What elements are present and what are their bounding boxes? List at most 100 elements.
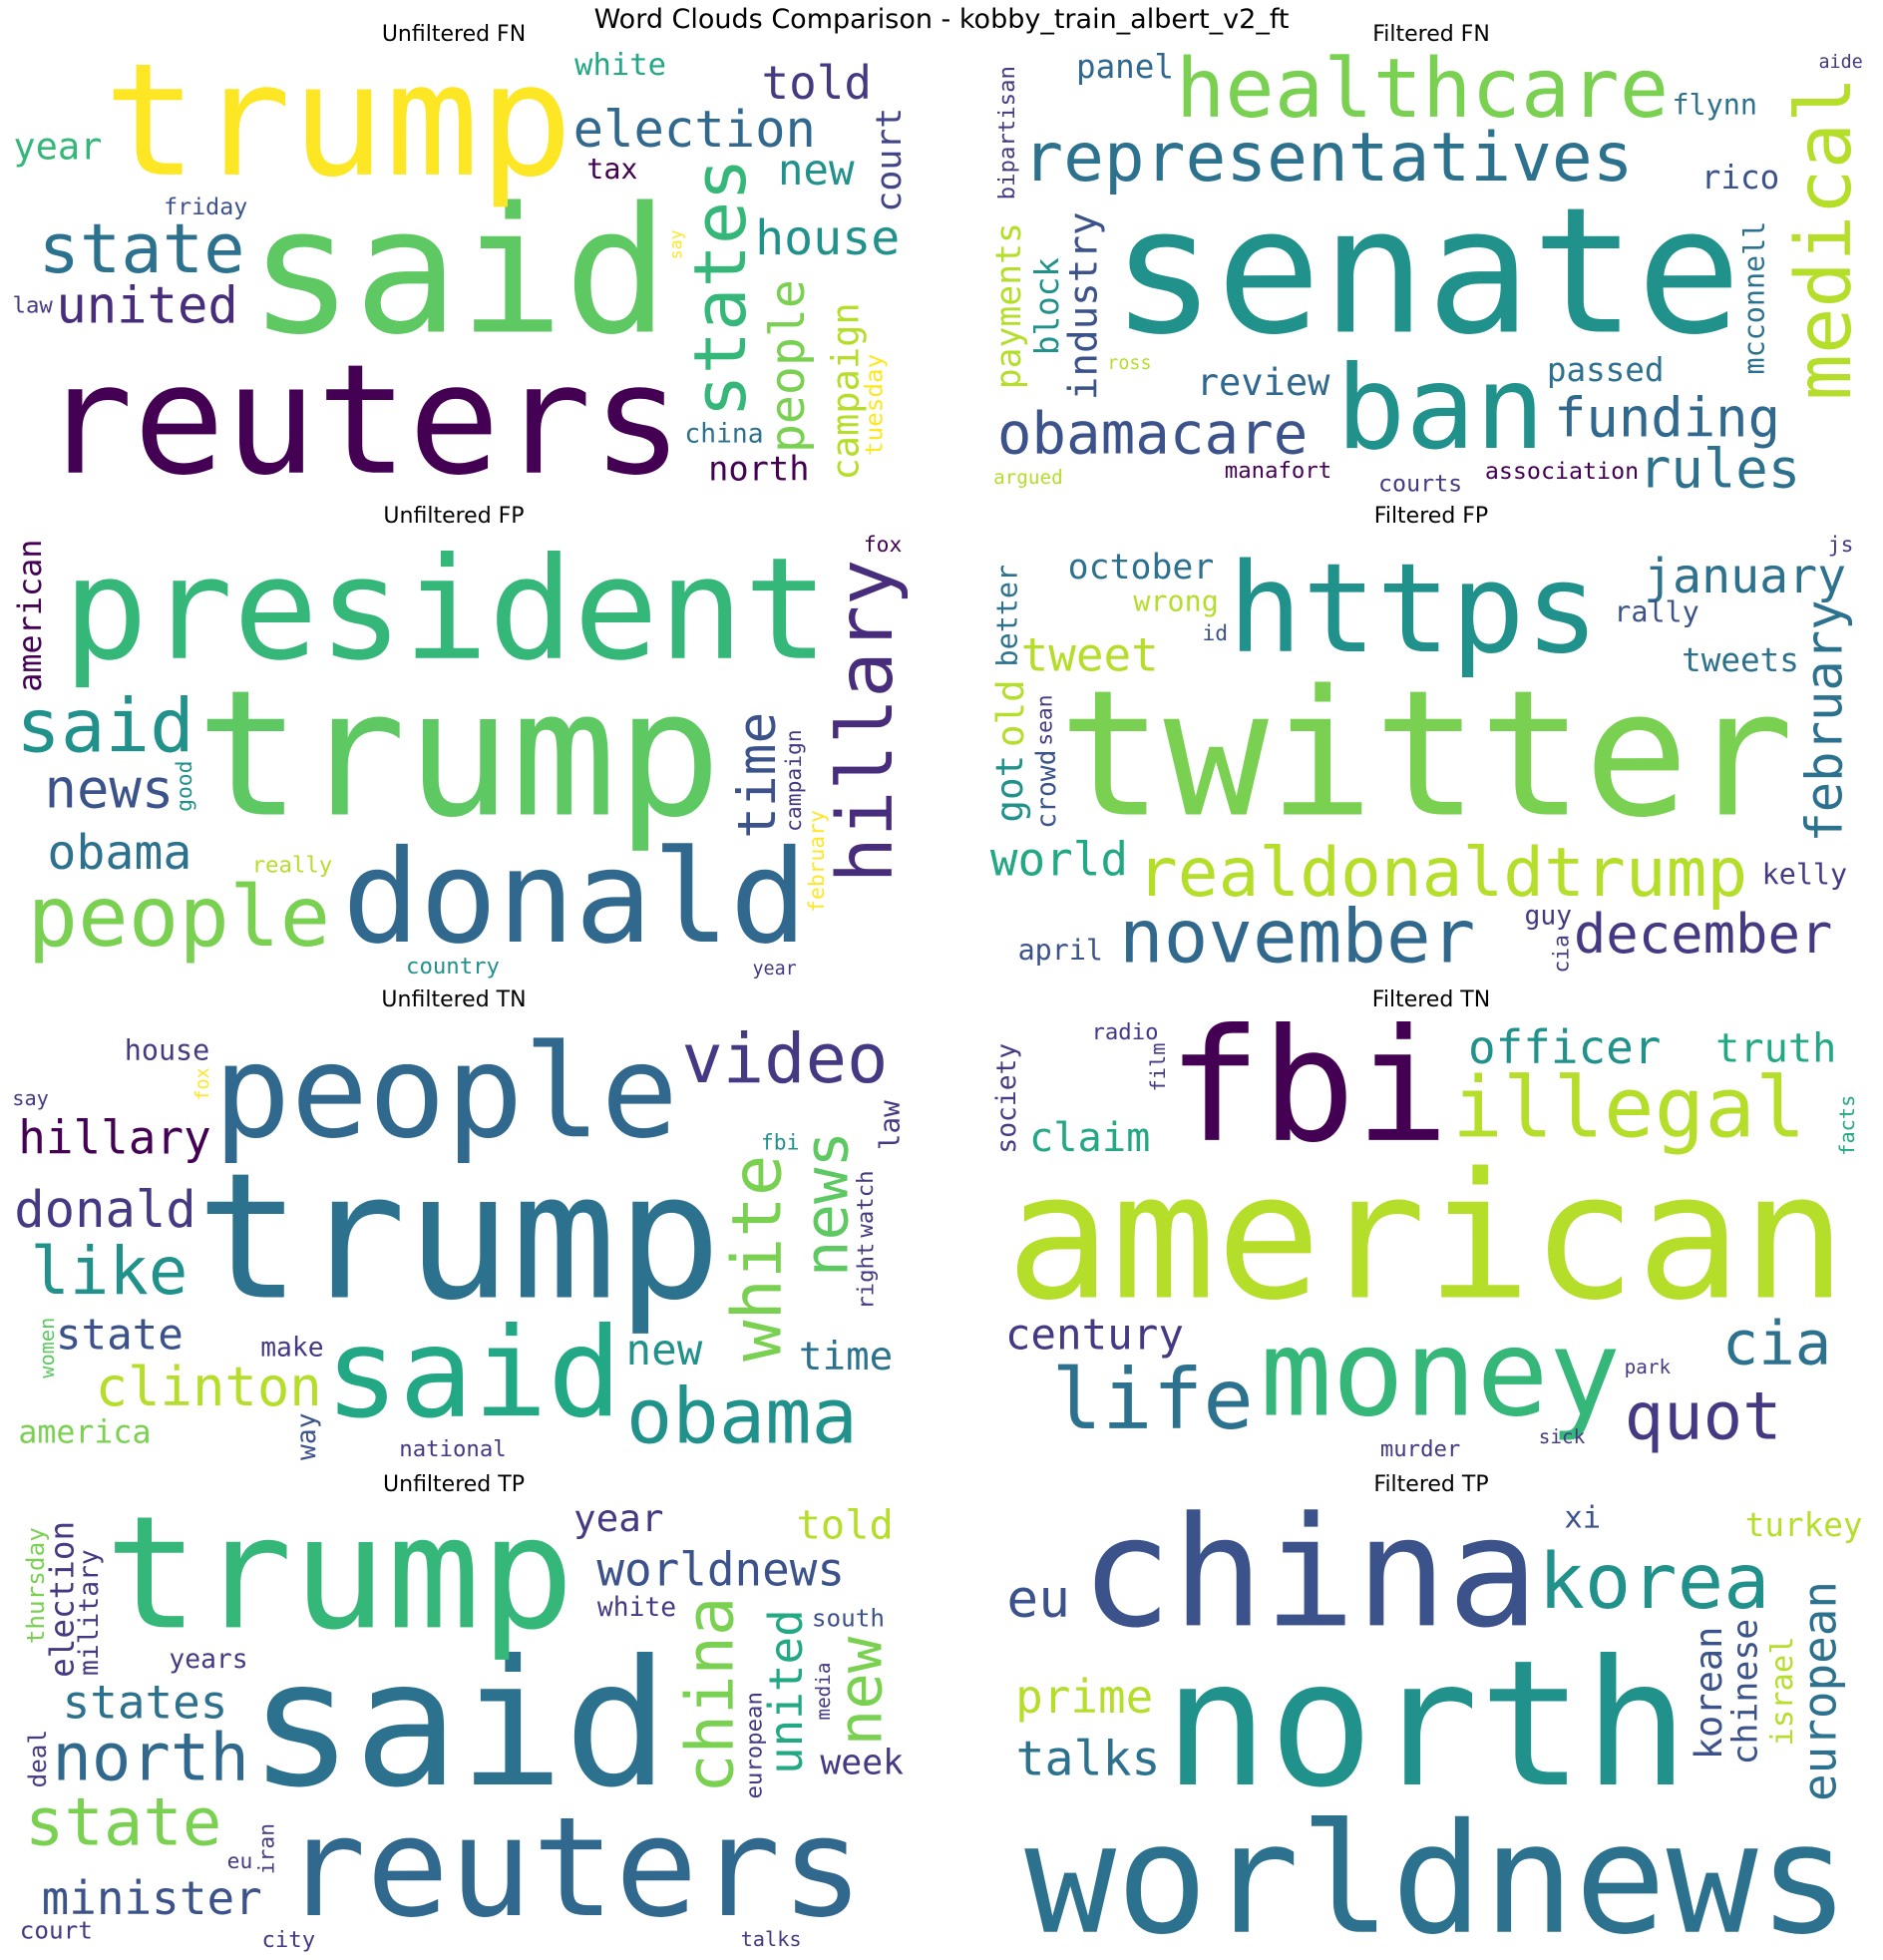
- word-unfiltered-tp-told: told: [797, 1501, 894, 1548]
- word-filtered-tn-facts: facts: [1835, 1095, 1859, 1156]
- word-unfiltered-tp-iran: iran: [255, 1823, 280, 1874]
- word-unfiltered-fn-said: said: [248, 172, 668, 374]
- word-filtered-fn-courts: courts: [1378, 471, 1462, 497]
- word-filtered-tp-talks: talks: [1015, 1731, 1160, 1786]
- word-unfiltered-tp-court: court: [20, 1916, 93, 1945]
- word-filtered-fp-kelly: kelly: [1762, 858, 1847, 891]
- word-unfiltered-fp-trump: trump: [196, 654, 722, 857]
- word-filtered-fn-mcconnell: mcconnell: [1737, 221, 1770, 375]
- word-unfiltered-tn-way: way: [292, 1412, 322, 1460]
- word-unfiltered-tp-china: china: [673, 1597, 749, 1793]
- word-filtered-fn-rico: rico: [1701, 159, 1779, 196]
- panel-title-filtered-tn: Filtered TN: [1371, 987, 1491, 1012]
- word-unfiltered-tn-white: white: [718, 1155, 798, 1362]
- word-filtered-fp-rally: rally: [1614, 595, 1698, 628]
- word-filtered-fn-argued: argued: [993, 466, 1063, 489]
- word-unfiltered-tp-reuters: reuters: [283, 1787, 864, 1948]
- word-unfiltered-fn-people: people: [760, 279, 816, 453]
- word-filtered-tn-money: money: [1260, 1304, 1621, 1443]
- word-filtered-tn-radio: radio: [1091, 1019, 1158, 1045]
- word-unfiltered-fp-time: time: [727, 712, 788, 839]
- word-unfiltered-fn-new: new: [778, 147, 855, 196]
- word-filtered-tn-quot: quot: [1625, 1379, 1782, 1455]
- word-unfiltered-tn-hillary: hillary: [18, 1111, 210, 1165]
- word-filtered-fn-aide: aide: [1818, 52, 1862, 73]
- word-filtered-fn-flynn: flynn: [1672, 89, 1756, 122]
- word-unfiltered-tp-thursday: thursday: [21, 1527, 50, 1644]
- word-filtered-fn-review: review: [1197, 361, 1330, 404]
- word-filtered-tp-xi: xi: [1564, 1501, 1601, 1536]
- word-unfiltered-tn-time: time: [799, 1335, 893, 1379]
- word-unfiltered-fn-north: north: [708, 449, 809, 488]
- word-filtered-fp-sean: sean: [1033, 694, 1058, 745]
- word-filtered-fn-obamacare: obamacare: [997, 400, 1309, 467]
- word-filtered-tn-century: century: [1005, 1312, 1184, 1361]
- word-unfiltered-fn-say: say: [666, 229, 685, 259]
- word-filtered-tp-chinese: chinese: [1726, 1619, 1766, 1765]
- word-filtered-fp-better: better: [991, 565, 1024, 667]
- word-filtered-fp-guy: guy: [1525, 902, 1573, 932]
- word-unfiltered-tn-fbi: fbi: [761, 1131, 799, 1156]
- word-filtered-fn-industry: industry: [1062, 211, 1107, 400]
- word-filtered-tn-murder: murder: [1380, 1436, 1461, 1462]
- word-unfiltered-tn-news: news: [793, 1131, 863, 1277]
- word-unfiltered-tp-year: year: [573, 1498, 664, 1540]
- word-unfiltered-tp-election: election: [43, 1521, 81, 1678]
- panel-title-filtered-fn: Filtered FN: [1372, 22, 1490, 47]
- word-unfiltered-fn-tuesday: tuesday: [859, 354, 888, 456]
- word-filtered-fp-february: february: [1795, 599, 1854, 842]
- word-filtered-fp-wrong: wrong: [1133, 585, 1218, 617]
- word-filtered-tn-truth: truth: [1715, 1024, 1836, 1071]
- word-unfiltered-tn-right: right: [854, 1243, 880, 1310]
- word-unfiltered-tn-obama: obama: [626, 1372, 858, 1462]
- word-unfiltered-tn-watch: watch: [853, 1170, 879, 1237]
- word-filtered-tp-european: european: [1793, 1581, 1847, 1801]
- word-unfiltered-tn-new: new: [626, 1327, 703, 1375]
- word-filtered-tp-china: china: [1080, 1498, 1539, 1662]
- word-filtered-fp-cia: cia: [1550, 935, 1575, 973]
- word-unfiltered-tn-women: women: [35, 1318, 59, 1378]
- word-unfiltered-fp-people: people: [28, 868, 331, 966]
- word-filtered-fn-ban: ban: [1335, 341, 1545, 476]
- word-unfiltered-tp-years: years: [169, 1645, 247, 1675]
- word-filtered-fn-rules: rules: [1639, 437, 1800, 497]
- word-filtered-fp-https: https: [1228, 538, 1599, 681]
- word-unfiltered-tp-north: north: [52, 1720, 248, 1795]
- word-filtered-tn-american: american: [1006, 1137, 1847, 1340]
- word-filtered-tp-eu: eu: [1006, 1569, 1070, 1630]
- word-filtered-tp-israel: israel: [1765, 1636, 1800, 1746]
- word-filtered-fn-bipartisan: bipartisan: [994, 66, 1020, 199]
- word-unfiltered-tn-say: say: [12, 1086, 49, 1110]
- word-filtered-fp-tweets: tweets: [1682, 641, 1799, 679]
- word-unfiltered-fn-state: state: [38, 209, 244, 289]
- word-unfiltered-tp-worldnews: worldnews: [596, 1543, 845, 1597]
- word-unfiltered-fp-donald: donald: [342, 823, 807, 973]
- word-unfiltered-tp-states: states: [63, 1676, 228, 1730]
- word-filtered-tn-fbi: fbi: [1168, 1013, 1449, 1177]
- word-unfiltered-tn-like: like: [30, 1234, 188, 1310]
- word-filtered-fp-js: js: [1828, 533, 1854, 558]
- word-unfiltered-tn-national: national: [399, 1436, 506, 1462]
- word-unfiltered-fn-friday: friday: [164, 194, 247, 220]
- word-unfiltered-fp-obama: obama: [47, 825, 191, 881]
- word-filtered-fp-old: old: [988, 679, 1032, 747]
- word-unfiltered-fn-white: white: [574, 48, 666, 83]
- word-unfiltered-tn-video: video: [681, 1019, 888, 1099]
- word-unfiltered-tp-city: city: [261, 1927, 315, 1952]
- word-filtered-tn-sick: sick: [1539, 1425, 1586, 1448]
- word-unfiltered-tp-new: new: [827, 1636, 897, 1746]
- word-unfiltered-tp-trump: trump: [105, 1498, 574, 1664]
- word-filtered-fp-id: id: [1202, 621, 1228, 646]
- panel-title-unfiltered-fp: Unfiltered FP: [383, 504, 525, 529]
- word-filtered-fn-block: block: [1028, 257, 1066, 355]
- word-filtered-tn-film: film: [1146, 1043, 1170, 1092]
- word-filtered-tp-north: north: [1164, 1624, 1690, 1826]
- wordcloud-unfiltered-tn: trump people said clinton obama donald white vi…: [10, 1013, 908, 1462]
- panel-title-unfiltered-fn: Unfiltered FN: [381, 22, 527, 47]
- word-unfiltered-fp-president: president: [63, 531, 829, 692]
- word-filtered-fp-world: world: [990, 832, 1128, 886]
